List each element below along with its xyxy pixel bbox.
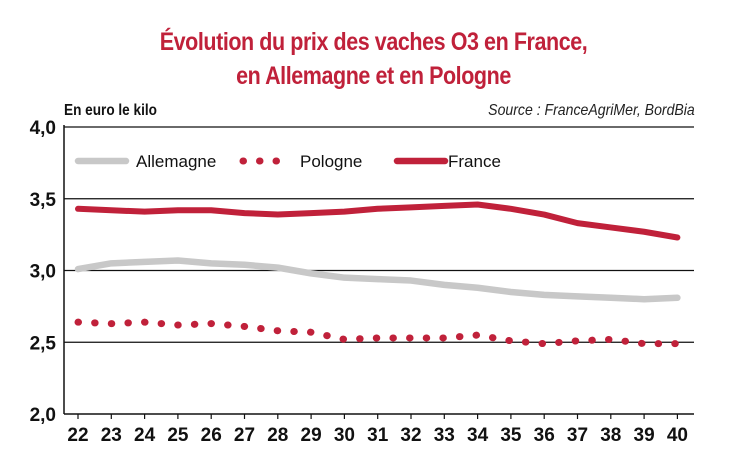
x-tick-label: 32 (400, 425, 421, 446)
series-line-pologne (74, 318, 681, 348)
legend-label-pologne: Pologne (300, 152, 362, 171)
series-line-france (75, 201, 681, 241)
legend: Allemagne Pologne France (74, 152, 501, 171)
x-tick-label: 34 (467, 425, 489, 446)
x-tick-label: 38 (600, 425, 621, 446)
y-tick-label: 3,0 (30, 262, 56, 283)
x-tick-label: 29 (301, 425, 322, 446)
y-tick-label: 4,0 (30, 118, 56, 139)
x-tick-label: 36 (534, 425, 555, 446)
series-line-allemagne (74, 257, 681, 303)
axes (63, 125, 694, 419)
x-tick-label: 35 (500, 425, 522, 446)
x-tick-label: 31 (367, 425, 389, 446)
x-tick-label: 37 (567, 425, 588, 446)
x-tick-label: 25 (167, 425, 189, 446)
x-tick-label: 26 (201, 425, 222, 446)
legend-label-allemagne: Allemagne (136, 152, 216, 171)
x-tick-label: 39 (634, 425, 655, 446)
chart-title-line-2: en Allemagne et en Pologne (236, 62, 511, 90)
grid-lines (64, 198, 694, 343)
source-note: Source : FranceAgriMer, BordBia (488, 102, 695, 119)
x-tick-label: 22 (67, 425, 88, 446)
y-tick-label: 3,5 (30, 190, 57, 211)
y-tick-labels: 4,0 3,5 3,0 2,5 2,0 (30, 118, 57, 426)
x-tick-label: 24 (134, 425, 156, 446)
x-tick-label: 33 (434, 425, 455, 446)
series-layer (74, 201, 681, 348)
x-tick-label: 28 (267, 425, 288, 446)
y-axis-unit-label: En euro le kilo (64, 102, 157, 119)
x-tick-label: 30 (334, 425, 355, 446)
legend-label-france: France (448, 152, 501, 171)
y-tick-label: 2,5 (30, 333, 57, 354)
y-tick-label: 2,0 (30, 405, 56, 426)
x-tick-label: 40 (667, 425, 688, 446)
x-tick-label: 27 (234, 425, 255, 446)
x-tick-labels: 22 23 24 25 26 27 28 29 30 31 32 33 34 35 36 37 38 39 40 (67, 425, 688, 446)
x-tick-label: 23 (101, 425, 122, 446)
chart-title-line-1: Évolution du prix des vaches O3 en Franc… (159, 28, 588, 56)
